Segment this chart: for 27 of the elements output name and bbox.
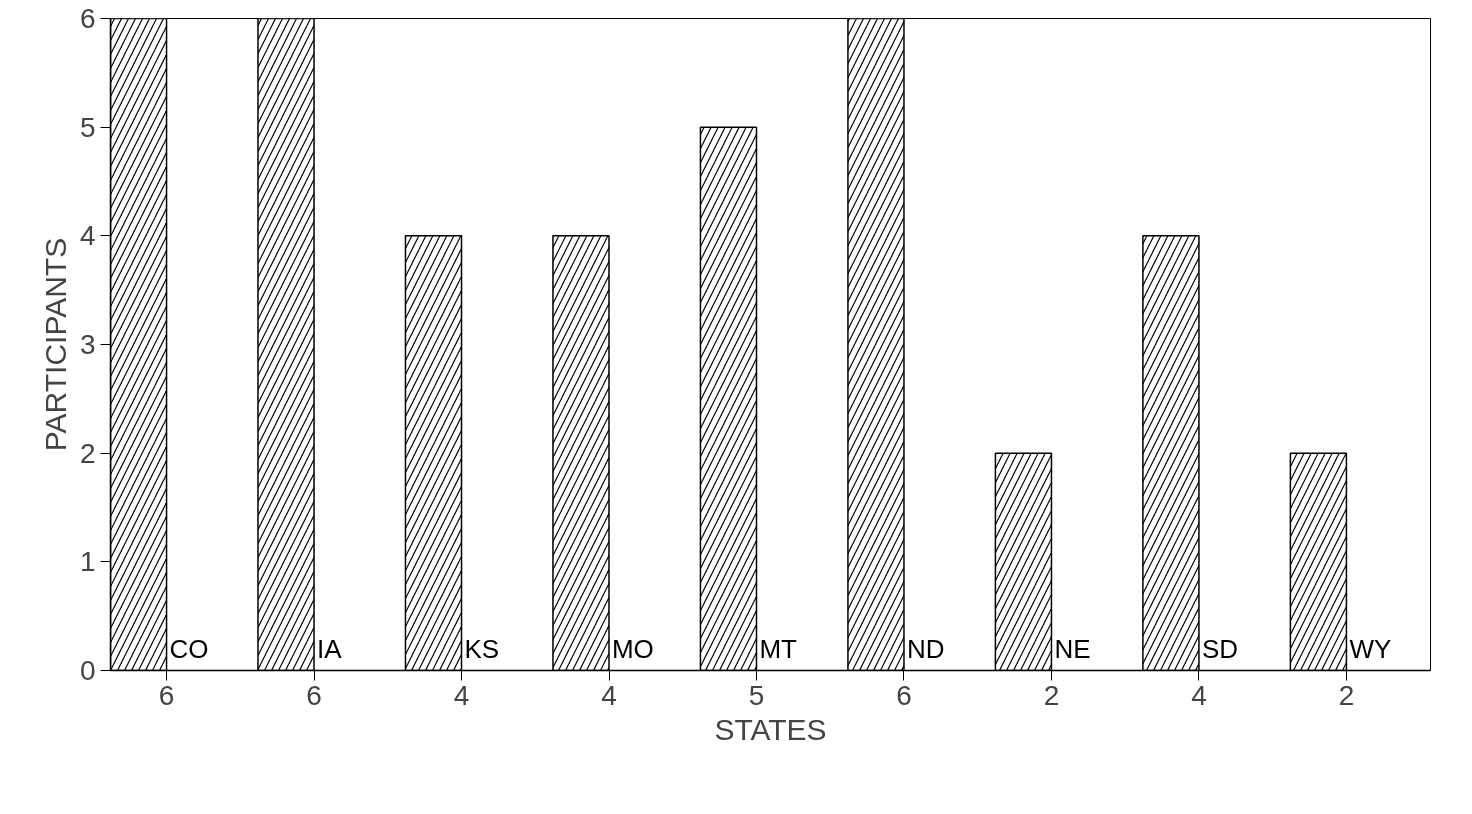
data-label: 4	[601, 679, 617, 711]
y-axis-title: PARTICIPANTS	[38, 237, 72, 452]
y-tick-label: 3	[79, 329, 96, 360]
y-tick-label: 0	[79, 655, 96, 686]
x-tick-label: WY	[1349, 633, 1392, 664]
x-tick-label: ND	[906, 633, 945, 664]
data-label: 6	[896, 679, 912, 711]
data-label: 2	[1043, 679, 1060, 711]
y-tick-label: 4	[79, 220, 96, 252]
x-tick-label: CO	[169, 633, 209, 664]
x-tick-label: NE	[1054, 633, 1091, 664]
y-tick-label: 1	[79, 546, 96, 578]
data-label: 6	[158, 679, 175, 711]
data-label: 5	[748, 679, 765, 711]
x-tick-label: MT	[759, 633, 798, 664]
data-label: 2	[1338, 679, 1355, 711]
x-tick-label: KS	[464, 633, 500, 664]
y-tick-label: 5	[79, 111, 96, 143]
y-tick-label: 2	[79, 437, 96, 469]
x-tick-label: MO	[611, 633, 654, 664]
data-label: 4	[1191, 679, 1207, 711]
x-tick-label: IA	[316, 633, 343, 664]
x-axis-title: STATES	[714, 712, 827, 746]
data-label: 6	[306, 679, 322, 711]
y-tick-label: 6	[79, 3, 96, 34]
x-tick-label: SD	[1201, 633, 1239, 664]
data-label: 4	[453, 679, 470, 711]
